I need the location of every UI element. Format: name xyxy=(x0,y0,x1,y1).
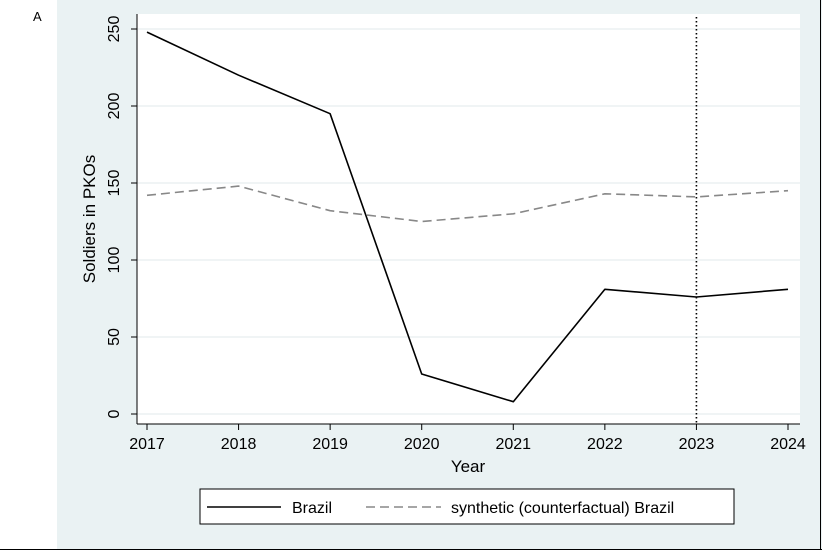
legend-label-brazil: Brazil xyxy=(292,500,332,517)
x-tick-label: 2024 xyxy=(770,436,806,453)
y-tick-label: 200 xyxy=(106,93,123,120)
plot-area xyxy=(137,14,800,424)
legend-box xyxy=(199,488,735,525)
bottom-border xyxy=(0,549,822,550)
panel-label: A xyxy=(33,9,42,24)
series-layer xyxy=(146,31,789,403)
x-tick-label: 2021 xyxy=(495,436,531,453)
legend-label-synthetic: synthetic (counterfactual) Brazil xyxy=(451,500,674,517)
right-border xyxy=(820,0,821,549)
x-tick-label: 2020 xyxy=(404,436,440,453)
x-tick-label: 2023 xyxy=(679,436,715,453)
y-axis-title: Soldiers in PKOs xyxy=(80,155,99,284)
series-line-synthetic xyxy=(146,185,789,223)
x-tick-label: 2017 xyxy=(129,436,165,453)
x-ticks: 2017 2018 2019 2020 2021 2022 2023 2024 xyxy=(129,424,806,453)
x-tick-label: 2018 xyxy=(221,436,257,453)
axes xyxy=(136,14,800,425)
y-tick-label: 250 xyxy=(106,16,123,43)
y-tick-label: 150 xyxy=(106,170,123,197)
y-tick-label: 50 xyxy=(106,328,123,346)
y-tick-label: 100 xyxy=(106,247,123,274)
y-ticks: 0 50 100 150 200 250 xyxy=(106,16,137,418)
y-tick-label: 0 xyxy=(106,409,123,418)
series-line-brazil xyxy=(146,31,789,403)
x-tick-label: 2022 xyxy=(587,436,623,453)
x-axis-title: Year xyxy=(451,457,486,476)
legend: Brazil synthetic (counterfactual) Brazil xyxy=(199,488,735,525)
gridlines xyxy=(137,28,800,415)
x-tick-label: 2019 xyxy=(312,436,348,453)
